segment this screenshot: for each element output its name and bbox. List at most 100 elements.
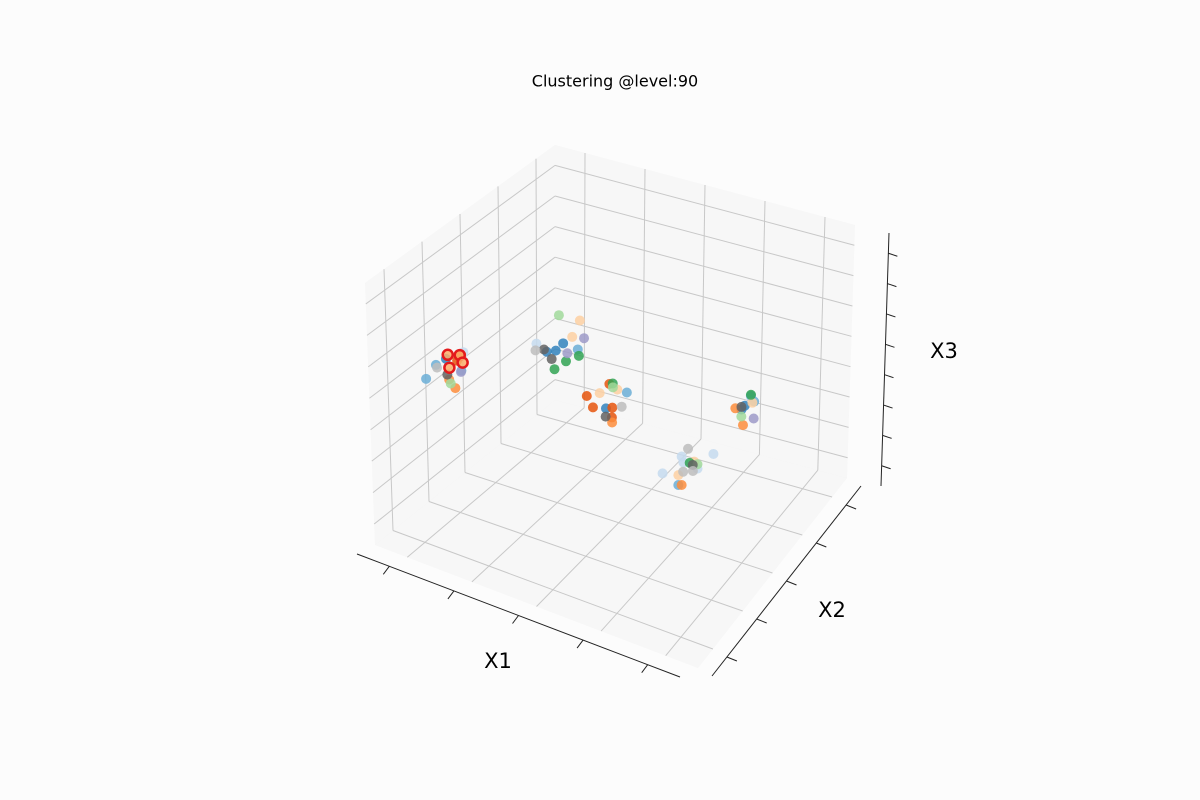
- pane: [365, 145, 555, 545]
- data-point: [549, 364, 560, 375]
- data-point: [538, 344, 549, 355]
- data-point: [455, 366, 466, 377]
- data-point: [708, 448, 719, 459]
- data-point: [432, 362, 443, 373]
- grid-line: [497, 186, 502, 444]
- data-point: [736, 411, 747, 422]
- data-point: [579, 333, 590, 344]
- data-point: [683, 443, 694, 454]
- data-point: [573, 350, 584, 361]
- tick-mark: [888, 252, 898, 257]
- tick-mark: [382, 565, 390, 575]
- grid-line: [554, 348, 849, 428]
- tick-mark: [576, 639, 584, 649]
- data-point: [550, 345, 561, 356]
- grid-line: [392, 530, 714, 650]
- grid-line: [371, 318, 556, 462]
- data-point: [553, 310, 564, 321]
- data-point: [678, 466, 689, 477]
- data-point: [562, 348, 573, 359]
- tick-mark: [883, 404, 893, 409]
- tick-mark: [816, 542, 827, 548]
- grid-line: [583, 152, 586, 408]
- grid: [365, 152, 855, 657]
- tick-mark: [884, 374, 894, 379]
- data-point: [607, 402, 618, 413]
- tick-mark: [845, 504, 857, 510]
- data-point: [443, 361, 456, 374]
- points: [421, 310, 760, 491]
- tick-mark: [881, 465, 891, 470]
- grid-line: [367, 226, 556, 368]
- grid-line: [554, 317, 850, 398]
- data-point: [587, 402, 598, 413]
- data-point: [600, 411, 611, 422]
- axis-line: [356, 553, 681, 678]
- tick-mark: [887, 283, 897, 288]
- data-point: [676, 479, 687, 490]
- grid-line: [366, 195, 556, 336]
- grid-line: [554, 164, 855, 246]
- tick-mark: [641, 664, 649, 674]
- pane: [375, 400, 847, 668]
- data-point: [574, 315, 585, 326]
- grid-line: [383, 269, 394, 531]
- tick-mark: [447, 590, 455, 600]
- grid-line: [365, 164, 556, 305]
- grid-line: [428, 501, 743, 612]
- grid-line: [554, 226, 853, 307]
- grid-line: [369, 256, 556, 399]
- grid-line: [642, 168, 646, 424]
- data-point: [736, 401, 747, 412]
- data-point: [657, 468, 668, 479]
- y-axis-label: X2: [818, 598, 846, 622]
- grid-line: [464, 472, 773, 574]
- grid-line: [817, 216, 826, 471]
- data-point: [567, 331, 578, 342]
- tick-mark: [512, 615, 519, 624]
- grid-line: [421, 241, 430, 502]
- grid-line: [459, 213, 466, 473]
- data-point: [748, 413, 759, 424]
- data-point: [687, 465, 698, 476]
- tick-mark: [786, 580, 797, 586]
- grid-line: [373, 379, 556, 525]
- x-axis-label: X1: [484, 649, 512, 673]
- axis-line: [711, 485, 862, 677]
- grid-line: [700, 184, 706, 440]
- data-point: [456, 356, 469, 369]
- axes: [356, 232, 898, 678]
- data-point: [421, 373, 432, 384]
- tick-mark: [886, 313, 896, 318]
- data-point: [581, 391, 592, 402]
- tick-mark: [726, 656, 738, 662]
- panes: [365, 145, 855, 668]
- axis-line: [880, 232, 890, 487]
- grid-line: [554, 256, 852, 337]
- data-point: [607, 417, 618, 428]
- tick-mark: [885, 343, 895, 348]
- data-point: [616, 401, 627, 412]
- grid-line: [554, 195, 854, 277]
- data-point: [445, 378, 456, 389]
- grid-line: [554, 287, 851, 368]
- data-point: [621, 387, 632, 398]
- data-point: [441, 348, 454, 362]
- grid-line: [372, 348, 556, 493]
- tick-mark: [756, 618, 767, 624]
- data-point: [745, 389, 756, 400]
- data-point: [560, 356, 571, 367]
- data-point: [558, 338, 569, 349]
- data-point: [747, 397, 758, 408]
- z-axis-label: X3: [930, 339, 958, 363]
- grid-line: [758, 200, 766, 455]
- data-point: [737, 420, 748, 431]
- chart-title: Clustering @level:90: [532, 72, 698, 91]
- grid-line: [535, 158, 538, 415]
- tick-mark: [882, 434, 892, 439]
- data-point: [607, 382, 618, 393]
- data-point: [594, 388, 605, 399]
- grid-line: [500, 443, 803, 536]
- data-point: [546, 354, 557, 365]
